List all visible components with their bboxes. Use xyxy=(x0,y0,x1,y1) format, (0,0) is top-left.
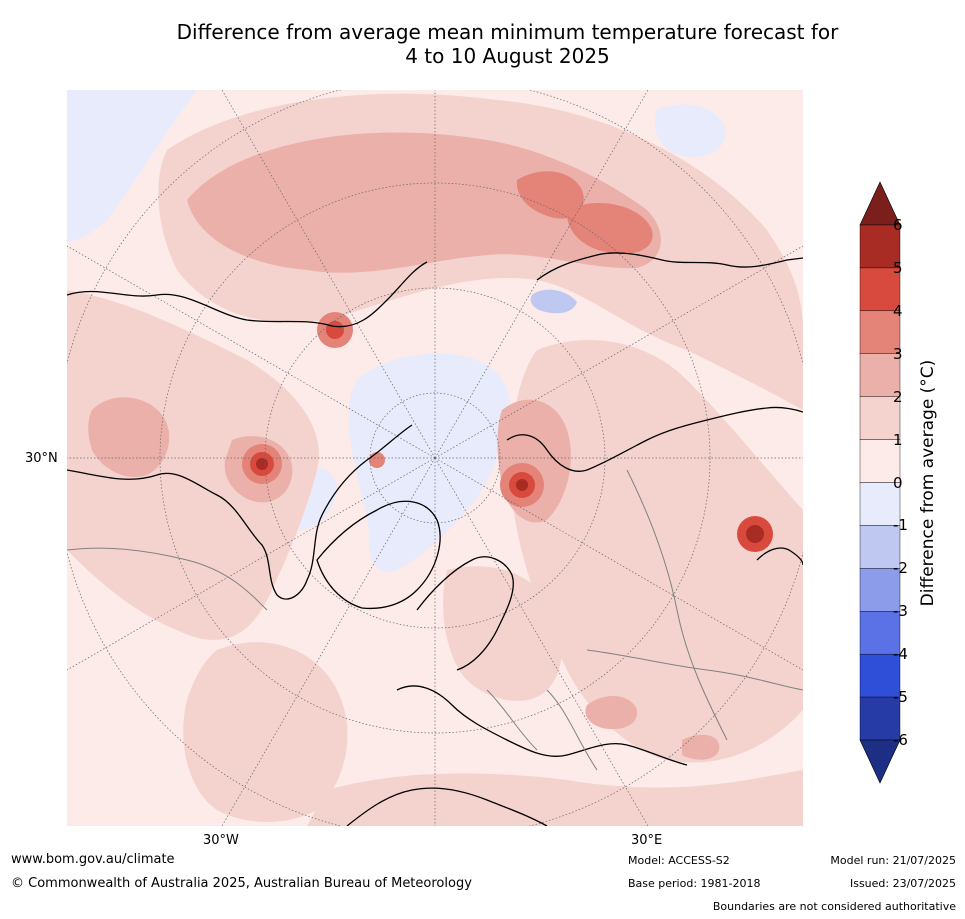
forecast-map xyxy=(67,90,803,826)
pos-anomaly-3-4-bering xyxy=(516,171,584,219)
neg-anomaly-arctic-ocean xyxy=(348,353,511,572)
coast-siberia xyxy=(506,406,803,472)
colorbar-band xyxy=(859,696,901,741)
colorbar-extend-bottom xyxy=(859,739,901,784)
colorbar-svg xyxy=(859,181,901,784)
colorbar-band xyxy=(859,482,901,526)
pos-anomaly-2-3-middle-east xyxy=(682,734,720,760)
hotspot-baffin-core xyxy=(256,458,268,470)
footer-url: www.bom.gov.au/climate xyxy=(11,852,175,867)
colorbar-band xyxy=(859,310,901,354)
colorbar-tick-label: -2 xyxy=(893,559,908,578)
hotspot-mongolia-core xyxy=(746,525,764,543)
footer-base-period: Base period: 1981-2018 xyxy=(628,877,761,890)
lat-label-30n: 30°N xyxy=(25,451,58,466)
colorbar-tick-label: -5 xyxy=(893,688,908,707)
coast-canada-arctic xyxy=(67,424,413,600)
hotspot-greenland-small xyxy=(369,452,385,468)
title-line-1: Difference from average mean minimum tem… xyxy=(176,20,839,44)
colorbar-band xyxy=(859,396,901,440)
pos-anomaly-2-3-mediterranean xyxy=(585,695,638,730)
colorbar-tick-label: 5 xyxy=(893,258,903,277)
coast-europe xyxy=(396,685,688,766)
pos-anomaly-1-2-siberia xyxy=(511,340,803,763)
hotspot-alaska-core xyxy=(326,321,344,339)
colorbar-band xyxy=(859,267,901,312)
colorbar-tick-label: 2 xyxy=(893,387,903,406)
lon-label-30e: 30°E xyxy=(631,833,663,848)
neg-anomaly-siberia-small xyxy=(530,289,577,314)
colorbar-band xyxy=(859,353,901,397)
neg-anomaly-ne-pacific xyxy=(654,104,726,157)
coast-alaska xyxy=(67,261,428,328)
pos-anomaly-1-2-atlantic xyxy=(183,642,348,822)
pos-anomaly-1-2-europe xyxy=(443,566,562,701)
chart-title: Difference from average mean minimum tem… xyxy=(60,20,955,68)
colorbar-band xyxy=(859,611,901,655)
footer-issued: Issued: 23/07/2025 xyxy=(849,877,956,890)
country-borders xyxy=(67,469,803,771)
coastlines xyxy=(67,252,803,826)
colorbar-tick-label: 0 xyxy=(893,473,903,492)
footer-disclaimer: Boundaries are not considered authoritat… xyxy=(712,900,956,913)
colorbar-band xyxy=(859,439,901,483)
hotspot-taimyr-core xyxy=(516,479,528,491)
graticule xyxy=(67,90,803,826)
pos-anomaly-2-3-north-pacific xyxy=(187,132,661,273)
pos-anomaly-1-2-africa xyxy=(307,770,803,826)
coast-africa-north xyxy=(346,787,548,826)
coast-chukotka xyxy=(536,252,803,281)
colorbar-title: Difference from average (°C) xyxy=(918,359,938,607)
coast-greenland xyxy=(316,500,441,610)
footer-model-run: Model run: 21/07/2025 xyxy=(830,854,956,867)
colorbar-tick-label: -4 xyxy=(893,645,908,664)
colorbar-tick-label: 3 xyxy=(893,344,903,363)
neg-anomaly-atlantic-nw xyxy=(67,90,197,242)
coast-scandinavia xyxy=(416,556,514,671)
pos-anomaly-1-2-north-america xyxy=(67,290,319,640)
colorbar-tick-label: 1 xyxy=(893,430,903,449)
map-svg xyxy=(67,90,803,826)
colorbar-band xyxy=(859,653,901,698)
colorbar xyxy=(850,180,960,790)
colorbar-tick-label: -1 xyxy=(893,516,908,535)
colorbar-band xyxy=(859,568,901,612)
colorbar-tick-label: -6 xyxy=(893,731,908,749)
colorbar-band xyxy=(859,224,901,269)
footer-model: Model: ACCESS-S2 xyxy=(628,854,730,867)
footer-copyright: © Commonwealth of Australia 2025, Austra… xyxy=(11,876,472,891)
colorbar-tick-label: 6 xyxy=(893,216,903,234)
colorbar-tick-label: 4 xyxy=(893,301,903,320)
title-line-2: 4 to 10 August 2025 xyxy=(405,44,610,68)
colorbar-tick-label: -3 xyxy=(893,602,908,621)
lon-label-30w: 30°W xyxy=(203,833,239,848)
colorbar-band xyxy=(859,525,901,569)
pos-anomaly-3-4-chukotka xyxy=(566,202,653,254)
pos-anomaly-2-3-canada xyxy=(88,397,170,478)
coast-east-asia xyxy=(756,547,803,566)
